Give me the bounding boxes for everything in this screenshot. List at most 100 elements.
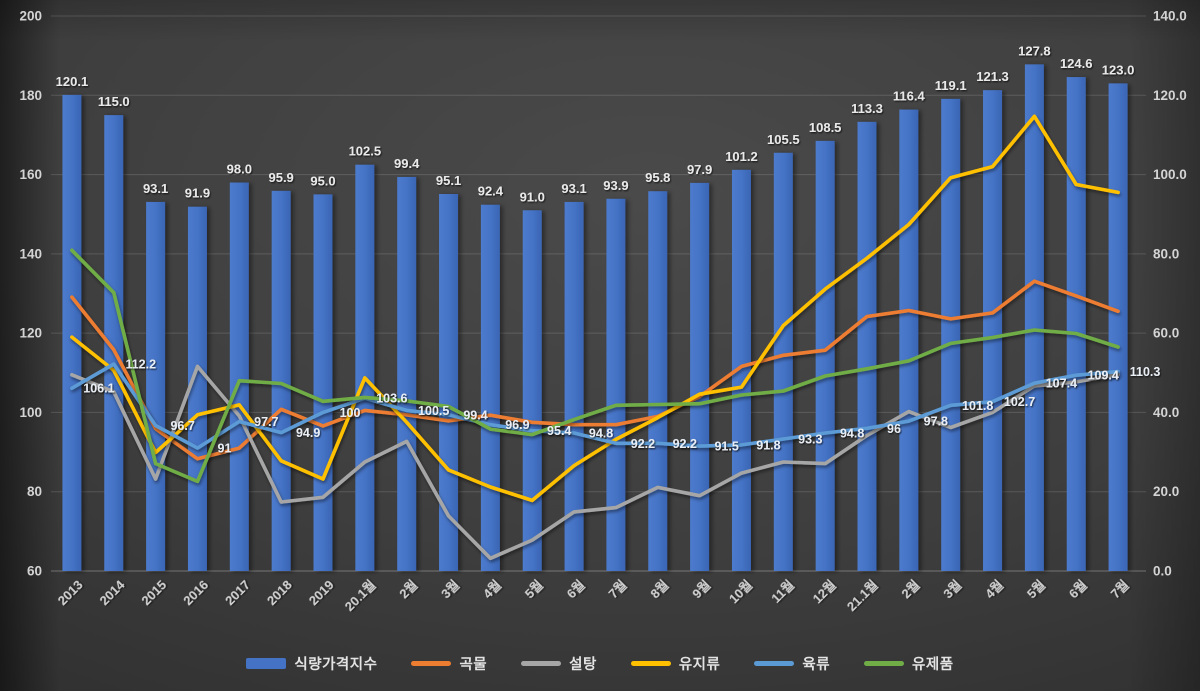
x-axis-tick: 20.1월 — [342, 577, 379, 614]
legend-label-food-price-index: 식량가격지수 — [294, 656, 378, 673]
bar — [1066, 77, 1086, 572]
left-axis-tick: 200 — [19, 9, 42, 24]
line-value-label: 96.9 — [505, 418, 529, 432]
legend-label-meat: 육류 — [802, 656, 831, 673]
bar — [229, 182, 249, 571]
line-value-label: 100 — [340, 406, 361, 420]
bar — [439, 193, 459, 571]
legend-item-food-price-index: 식량가격지수 — [246, 653, 377, 674]
legend-swatch-cereals — [411, 660, 452, 666]
line-value-label: 95.4 — [547, 424, 571, 438]
right-axis-tick: 80.0 — [1153, 246, 1179, 261]
line-value-label: 102.7 — [1004, 395, 1035, 409]
line-value-label: 93.3 — [798, 432, 822, 446]
legend-swatch-food-price-index — [246, 657, 287, 669]
bar — [1108, 83, 1128, 572]
line-value-label: 109.4 — [1088, 369, 1119, 383]
left-axis-tick: 80 — [27, 484, 42, 499]
bar-value-label: 95.0 — [310, 173, 335, 188]
line-value-label: 96.7 — [170, 419, 194, 433]
bar-value-label: 93.1 — [561, 181, 586, 196]
x-axis-tick: 4월 — [982, 577, 1006, 601]
x-axis-tick: 2018 — [264, 577, 295, 608]
bar-value-label: 116.4 — [893, 89, 926, 104]
x-axis-tick: 11월 — [768, 577, 797, 606]
series-food-price-index — [62, 64, 1128, 572]
bar — [271, 190, 291, 571]
bar — [62, 94, 82, 571]
right-axis-tick: 40.0 — [1153, 405, 1179, 420]
bar-value-label: 99.4 — [394, 156, 420, 171]
meat-value-labels: 106.1 112.2 96.7 91 97.7 94.9 100 103.6 100.5 99.… — [83, 358, 1160, 456]
line-value-label: 94.8 — [589, 427, 613, 441]
bar — [690, 182, 710, 571]
x-axis-tick: 7월 — [606, 577, 630, 601]
line-value-label: 92.2 — [673, 437, 697, 451]
right-axis-tick: 0.0 — [1153, 564, 1172, 579]
bar-value-label: 98.0 — [227, 162, 252, 177]
bar-value-label: 119.1 — [935, 78, 967, 93]
right-axis-tick: 120.0 — [1153, 88, 1187, 103]
left-axis-tick: 60 — [27, 564, 42, 579]
line-meat — [70, 362, 1120, 450]
bar-value-label: 102.5 — [349, 144, 382, 159]
bar — [522, 210, 542, 571]
bar-value-label: 93.1 — [143, 181, 168, 196]
line-value-label: 100.5 — [418, 404, 449, 418]
bar — [857, 121, 877, 571]
line-value-label: 96 — [887, 422, 901, 436]
line-oils — [70, 114, 1120, 503]
bar-value-label: 127.8 — [1018, 43, 1051, 58]
bar — [480, 204, 500, 571]
x-axis-tick: 5월 — [522, 577, 546, 601]
x-axis-tick: 2월 — [396, 577, 420, 601]
bar-value-label: 113.3 — [851, 101, 883, 116]
legend-label-sugar: 설탕 — [569, 656, 597, 673]
legend: 식량가격지수 곡물 설탕 유지류 육류 유제품 — [0, 647, 1200, 679]
x-axis-tick: 6월 — [564, 577, 588, 601]
legend-label-oils: 유지류 — [678, 656, 721, 673]
bar — [983, 90, 1003, 571]
bar — [1024, 64, 1044, 571]
line-value-label: 112.2 — [125, 358, 156, 372]
bar-value-label: 115.0 — [98, 94, 130, 109]
x-axis-tick: 2월 — [898, 577, 922, 601]
line-series-group — [70, 114, 1120, 561]
left-axis-tick: 140 — [19, 246, 42, 261]
bar — [941, 98, 961, 571]
line-value-label: 94.8 — [840, 427, 864, 441]
x-axis-tick: 3월 — [940, 577, 964, 601]
bar-value-label: 105.5 — [767, 132, 800, 147]
legend-swatch-meat — [754, 660, 795, 666]
x-axis-tick: 2014 — [96, 577, 128, 609]
right-axis-tick: 100.0 — [1153, 167, 1187, 182]
bar-value-label: 101.2 — [725, 149, 758, 164]
x-axis-tick: 2017 — [222, 577, 253, 608]
right-axis-tick: 20.0 — [1153, 484, 1179, 499]
line-value-label: 103.6 — [376, 392, 407, 406]
line-value-label: 92.2 — [631, 437, 655, 451]
x-axis-tick: 6월 — [1066, 577, 1090, 601]
legend-item-dairy: 유제품 — [864, 653, 954, 674]
line-value-label: 91.8 — [756, 438, 780, 452]
x-axis-tick: 2019 — [306, 577, 337, 608]
bar — [313, 194, 333, 571]
bar — [773, 152, 793, 571]
left-axis-tick: 160 — [19, 167, 42, 182]
line-sugar — [70, 364, 1120, 561]
bar-value-label: 123.0 — [1102, 62, 1135, 77]
line-value-label: 97.8 — [924, 415, 948, 429]
bar — [648, 191, 668, 571]
bar — [564, 201, 584, 572]
x-axis-tick: 5월 — [1024, 577, 1048, 601]
bar-value-labels: 120.1 115.0 93.1 91.9 98.0 95.9 95.0 102.5 99.4 9… — [56, 43, 1135, 204]
legend-swatch-oils — [630, 660, 671, 666]
x-axis-tick: 3월 — [438, 577, 462, 601]
bar — [146, 201, 166, 572]
bar-value-label: 91.0 — [520, 189, 545, 204]
x-axis-tick: 4월 — [480, 577, 504, 601]
x-axis-tick: 8월 — [647, 577, 671, 601]
bar — [606, 198, 626, 571]
bar-value-label: 95.1 — [436, 173, 461, 188]
x-axis-tick: 21.1월 — [844, 577, 881, 614]
